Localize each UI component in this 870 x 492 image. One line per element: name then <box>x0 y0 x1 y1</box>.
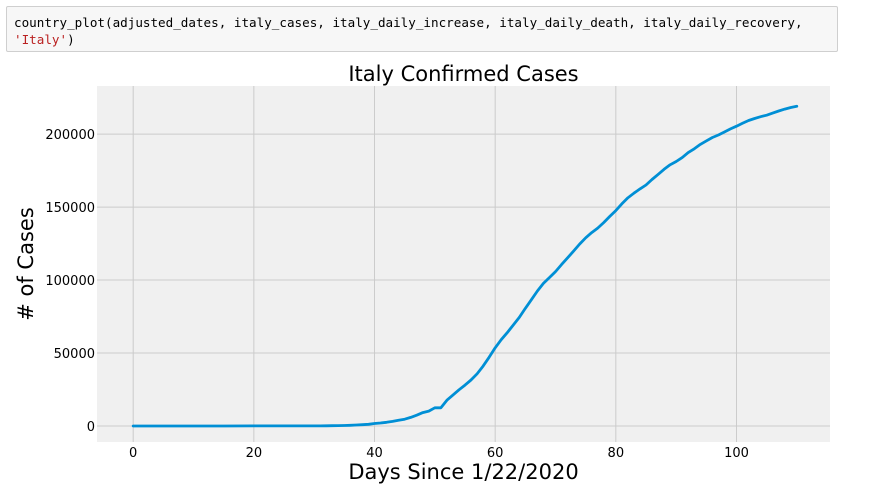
x-axis-label: Days Since 1/22/2020 <box>348 460 578 484</box>
x-tick-label: 80 <box>608 446 625 461</box>
code-closing-paren: ) <box>67 32 75 47</box>
x-tick-label: 60 <box>487 446 504 461</box>
y-tick-label: 200000 <box>45 128 95 143</box>
plot-area <box>97 86 830 442</box>
y-axis-label: # of Cases <box>14 207 38 321</box>
code-line-1: country_plot(adjusted_dates, italy_cases… <box>14 15 803 30</box>
x-tick-label: 100 <box>724 446 749 461</box>
x-tick-label: 0 <box>129 446 137 461</box>
y-tick-label: 0 <box>87 420 95 435</box>
y-tick-label: 100000 <box>45 274 95 289</box>
series-layer <box>131 104 799 428</box>
series-line-italy <box>131 104 799 428</box>
y-tick-label: 150000 <box>45 201 95 216</box>
grid <box>97 86 830 442</box>
tick-labels: 0 20 40 60 80 100 0 50000 100000 150000 200000 <box>45 128 749 461</box>
code-cell[interactable]: country_plot(adjusted_dates, italy_cases… <box>6 6 838 52</box>
y-tick-label: 50000 <box>54 347 95 362</box>
chart-title: Italy Confirmed Cases <box>348 62 578 86</box>
x-tick-label: 20 <box>246 446 263 461</box>
x-tick-label: 40 <box>366 446 383 461</box>
code-string-literal: 'Italy' <box>14 32 68 47</box>
